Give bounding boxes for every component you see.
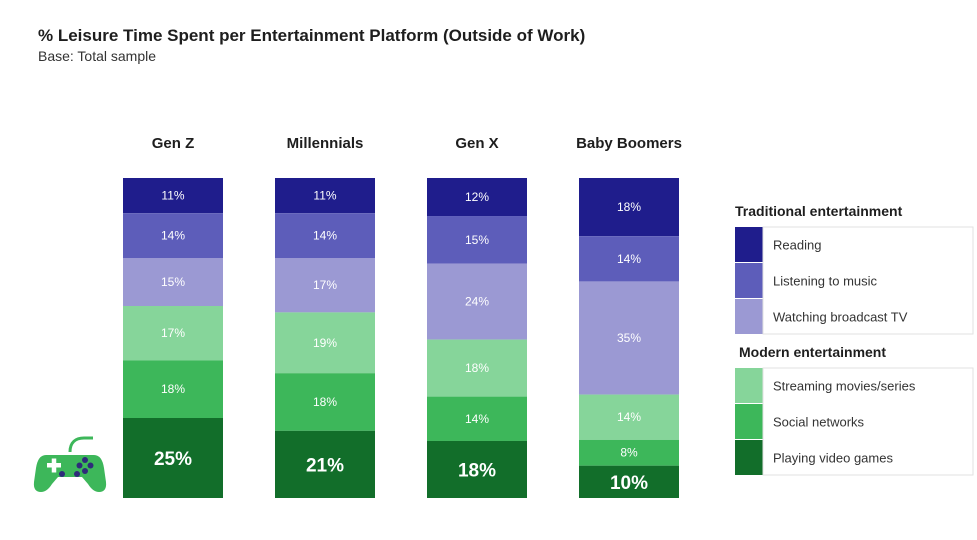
bar-millennials-playing-video-games	[275, 430, 375, 498]
chart-subtitle: Base: Total sample	[38, 48, 157, 64]
data-label-gen-z-listening-to-music: 14%	[161, 229, 185, 243]
data-label-gen-x-watching-broadcast-tv: 24%	[465, 295, 489, 309]
data-label-millennials-listening-to-music: 14%	[313, 229, 337, 243]
bar-gen-z-listening-to-music	[123, 213, 223, 258]
data-label-millennials-social-networks: 18%	[313, 395, 337, 409]
data-label-baby-boomers-listening-to-music: 14%	[617, 252, 641, 266]
legend-box-modern-entertainment	[762, 367, 974, 476]
data-label-baby-boomers-watching-broadcast-tv: 35%	[617, 331, 641, 345]
data-label-gen-x-playing-video-games: 18%	[458, 460, 496, 481]
legend-swatch-watching-broadcast-tv	[735, 299, 763, 334]
data-label-gen-x-streaming-movies-series: 18%	[465, 361, 489, 375]
bar-millennials-reading	[275, 178, 375, 214]
data-label-millennials-streaming-movies-series: 19%	[313, 336, 337, 350]
data-label-millennials-watching-broadcast-tv: 17%	[313, 278, 337, 292]
legend-item-reading: Reading	[773, 238, 821, 253]
legend: Traditional entertainment Reading Listenin…	[735, 203, 974, 476]
data-label-gen-x-social-networks: 14%	[465, 412, 489, 426]
legend-swatch-social-networks	[735, 404, 763, 439]
bar-gen-z-watching-broadcast-tv	[123, 258, 223, 306]
data-label-gen-z-social-networks: 18%	[161, 382, 185, 396]
bar-gen-z-reading	[123, 178, 223, 214]
category-label-gen-z: Gen Z	[152, 135, 195, 152]
bar-baby-boomers-listening-to-music	[579, 236, 679, 282]
legend-item-listening-to-music: Listening to music	[773, 274, 878, 289]
legend-swatch-listening-to-music	[735, 263, 763, 298]
data-label-gen-z-playing-video-games: 25%	[154, 449, 192, 470]
legend-swatch-playing-video-games	[735, 440, 763, 475]
category-label-gen-x: Gen X	[455, 135, 498, 152]
data-label-millennials-playing-video-games: 21%	[306, 455, 344, 476]
bar-gen-x-streaming-movies-series	[427, 339, 527, 397]
bar-gen-z-playing-video-games	[123, 418, 223, 498]
data-label-baby-boomers-social-networks: 8%	[620, 446, 638, 460]
bar-gen-x-social-networks	[427, 396, 527, 441]
chart-title: % Leisure Time Spent per Entertainment P…	[38, 26, 586, 45]
bar-millennials-watching-broadcast-tv	[275, 258, 375, 313]
bar-gen-x-playing-video-games	[427, 440, 527, 498]
bars-group: Gen Z 11% 14% 15% 17% 18% 25% Millennials 11% 14%…	[123, 135, 682, 498]
data-label-gen-x-reading: 12%	[465, 190, 489, 204]
bar-gen-x-listening-to-music	[427, 216, 527, 264]
bar-gen-x-reading	[427, 178, 527, 217]
legend-group-modern-entertainment: Modern entertainment	[739, 344, 886, 360]
bar-gen-z-social-networks	[123, 360, 223, 418]
bar-baby-boomers-social-networks	[579, 439, 679, 466]
bar-gen-z-streaming-movies-series	[123, 306, 223, 361]
bar-millennials-streaming-movies-series	[275, 312, 375, 374]
bar-baby-boomers-reading	[579, 178, 679, 237]
bar-baby-boomers-watching-broadcast-tv	[579, 281, 679, 395]
data-label-baby-boomers-playing-video-games: 10%	[610, 473, 648, 494]
data-label-millennials-reading: 11%	[313, 189, 336, 203]
legend-item-watching-broadcast-tv: Watching broadcast TV	[773, 310, 908, 325]
bar-millennials-social-networks	[275, 373, 375, 431]
bar-baby-boomers-playing-video-games	[579, 465, 679, 498]
legend-swatch-streaming-movies-series	[735, 368, 763, 403]
data-label-baby-boomers-streaming-movies-series: 14%	[617, 410, 641, 424]
data-label-baby-boomers-reading: 18%	[617, 200, 641, 214]
gamepad-icon	[33, 436, 107, 492]
legend-item-playing-video-games: Playing video games	[773, 451, 893, 466]
legend-swatch-reading	[735, 227, 763, 262]
bar-gen-x-watching-broadcast-tv	[427, 263, 527, 340]
legend-box-traditional-entertainment	[762, 226, 974, 335]
data-label-gen-z-watching-broadcast-tv: 15%	[161, 275, 185, 289]
category-label-baby-boomers: Baby Boomers	[576, 135, 682, 152]
data-label-gen-x-listening-to-music: 15%	[465, 233, 489, 247]
category-label-millennials: Millennials	[287, 135, 364, 152]
legend-group-traditional-entertainment: Traditional entertainment	[735, 203, 903, 219]
legend-item-social-networks: Social networks	[773, 415, 865, 430]
bar-millennials-listening-to-music	[275, 213, 375, 258]
data-label-gen-z-reading: 11%	[161, 189, 184, 203]
data-label-gen-z-streaming-movies-series: 17%	[161, 326, 185, 340]
bar-baby-boomers-streaming-movies-series	[579, 394, 679, 440]
legend-item-streaming-movies-series: Streaming movies/series	[773, 379, 916, 394]
